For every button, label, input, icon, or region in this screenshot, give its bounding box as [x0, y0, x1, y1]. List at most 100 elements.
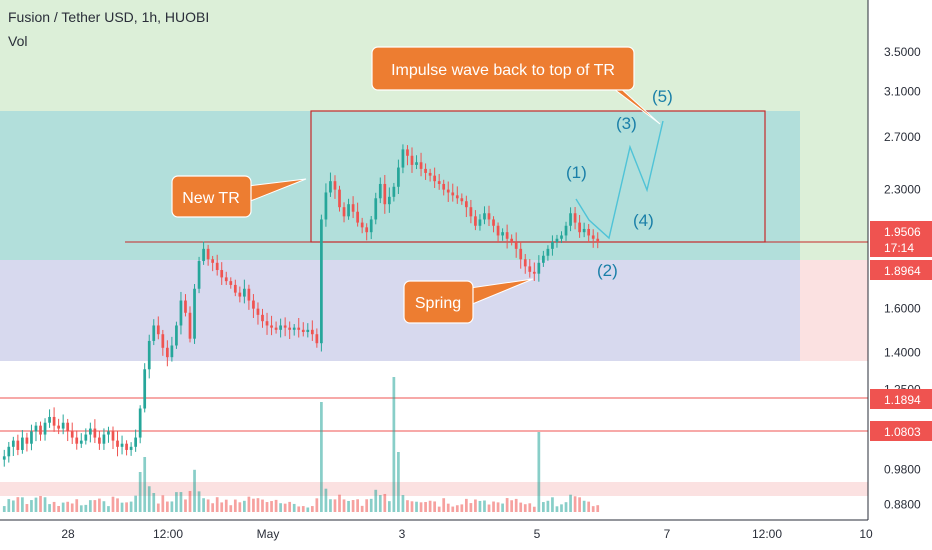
zone-lavender [0, 260, 800, 361]
volume-bar [147, 486, 151, 512]
candle-body [88, 428, 92, 435]
candle-body [30, 431, 33, 444]
volume-bar [528, 503, 532, 512]
volume-bar [256, 498, 260, 512]
volume-bar [265, 502, 269, 512]
volume-bar [360, 505, 364, 512]
price-tick-label: 1.4000 [884, 345, 921, 359]
candle-body [374, 198, 378, 220]
volume-bar [424, 502, 427, 512]
volume-bar [546, 500, 550, 512]
candle-body [505, 232, 509, 239]
volume-bar [591, 506, 595, 512]
volume-bar [378, 495, 382, 512]
candle-body [496, 225, 500, 236]
candle-body [215, 262, 219, 271]
candle-body [433, 175, 437, 182]
candle-body [61, 422, 65, 429]
trading-range-box[interactable] [310, 110, 766, 243]
candle-body [184, 300, 187, 313]
candle-body [129, 446, 133, 450]
callout-new-tr[interactable]: New TR [171, 175, 307, 218]
volume-bar [446, 503, 450, 512]
candle-body [283, 325, 287, 328]
candle-body [79, 440, 83, 444]
price-tag-1.1894-bg [870, 389, 932, 409]
candle-body [578, 222, 581, 233]
candle-body [233, 284, 237, 293]
candle-body [202, 248, 205, 262]
volume-bar [243, 500, 246, 512]
candle-body [532, 271, 536, 274]
candle-body [2, 456, 6, 460]
candle-body [347, 204, 350, 217]
candle-body [469, 207, 473, 217]
candle-body [483, 213, 486, 220]
volume-bar [383, 493, 387, 512]
wave-projection-path [575, 120, 664, 240]
volume-bar [523, 504, 527, 512]
volume-bar [107, 506, 110, 512]
candle-body [410, 155, 414, 165]
candle-body [98, 437, 101, 444]
candle-body [310, 329, 314, 335]
volume-bar [143, 457, 147, 512]
volume-bar [39, 495, 42, 512]
time-tick-label: 5 [534, 527, 541, 541]
candle-body [175, 325, 178, 346]
callout-impulse[interactable]: Impulse wave back to top of TR [371, 46, 661, 125]
volume-bar [460, 504, 464, 512]
volume-bar [66, 501, 70, 512]
volume-bar [288, 501, 292, 512]
volume-bar [224, 499, 228, 512]
volume-bar [61, 502, 65, 512]
time-tick-label: 10 [859, 527, 873, 541]
volume-bar [537, 432, 541, 512]
volume-bar [464, 498, 468, 512]
volume-bar [11, 500, 15, 512]
volume-bar [542, 502, 545, 512]
time-tick-label: 7 [664, 527, 671, 541]
wave-label-1: (1) [566, 163, 587, 182]
volume-bar [7, 499, 11, 512]
volume-bar [564, 502, 568, 512]
volume-bar [270, 501, 273, 512]
volume-bar [93, 500, 97, 512]
wave-label-5: (5) [652, 87, 673, 106]
time-tick-label: 28 [61, 527, 75, 541]
candle-body [297, 327, 301, 330]
time-axis[interactable]: 28 12:00 May 3 5 7 12:00 10 [0, 519, 932, 550]
volume-bar [193, 469, 196, 512]
callout-spring[interactable]: Spring [403, 278, 534, 324]
price-tags: 1.9506 17:14 1.8964 1.1894 1.0803 [870, 221, 932, 441]
volume-bar [455, 505, 459, 512]
candle-body [34, 425, 38, 432]
candle-body [252, 300, 255, 309]
volume-bar [274, 499, 278, 512]
callout-new-tr-text: New TR [182, 190, 240, 207]
candle-body [111, 431, 115, 441]
candle-body [120, 443, 124, 447]
volume-bar [156, 503, 160, 512]
volume-bar [582, 500, 586, 512]
volume-bar [329, 499, 332, 512]
volume-bar [365, 499, 369, 512]
candle-body [591, 235, 595, 239]
volume-bar [451, 506, 455, 512]
candle-body [569, 213, 572, 226]
volume-bar [75, 499, 79, 512]
price-tick-label: 3.1000 [884, 85, 921, 99]
candle-body [365, 227, 369, 233]
candle-body [279, 325, 282, 330]
candle-body [320, 219, 323, 344]
volume-bar [247, 496, 251, 512]
volume-bar [52, 501, 56, 512]
candle-body [329, 181, 332, 193]
candle-body [474, 216, 477, 226]
volume-bar [501, 503, 504, 512]
time-tick-label: 12:00 [153, 527, 183, 541]
candle-body [292, 327, 296, 330]
volume-bar [505, 498, 509, 512]
volume-bar [179, 492, 183, 512]
